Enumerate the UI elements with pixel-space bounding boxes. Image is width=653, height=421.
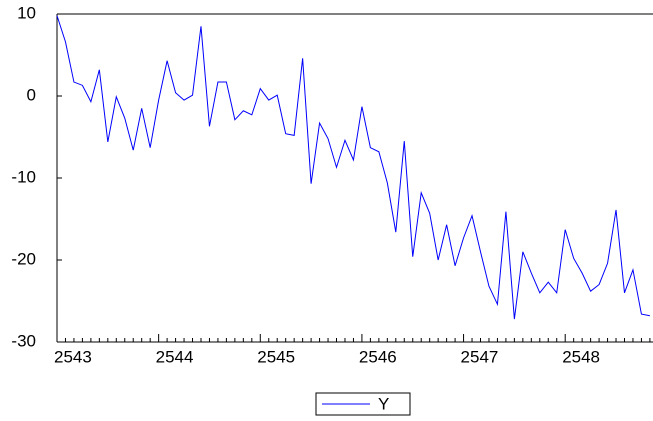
y-tick-label: 10 — [17, 3, 36, 22]
x-tick-label: 2543 — [54, 347, 92, 366]
x-tick-label: 2546 — [359, 347, 397, 366]
legend-label: Y — [378, 394, 389, 413]
y-tick-label: -10 — [11, 167, 36, 186]
x-tick-label: 2545 — [257, 347, 295, 366]
y-tick-label: -20 — [11, 249, 36, 268]
x-tick-label: 2547 — [461, 347, 499, 366]
x-tick-label: 2544 — [156, 347, 194, 366]
y-tick-label: -30 — [11, 331, 36, 350]
line-series — [56, 15, 650, 320]
x-tick-label: 2548 — [562, 347, 600, 366]
y-tick-label: 0 — [27, 85, 36, 104]
